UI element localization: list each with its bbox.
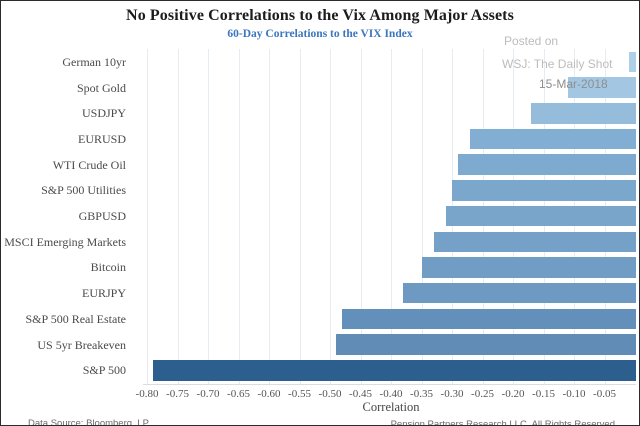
category-label: S&P 500 Utilities [41, 183, 126, 198]
gridline [421, 49, 423, 384]
x-axis-line [143, 384, 636, 385]
x-tick-label: -0.20 [501, 388, 525, 400]
gridline [269, 49, 270, 384]
gridline [208, 49, 209, 384]
chart-title: No Positive Correlations to the Vix Amon… [126, 7, 514, 24]
gridline [147, 49, 148, 384]
bar [452, 180, 636, 201]
bar [628, 51, 636, 73]
category-label: US 5yr Breakeven [37, 337, 126, 352]
category-label: MSCI Emerging Markets [4, 234, 126, 249]
x-tick-label: -0.75 [166, 388, 189, 400]
category-label: Bitcoin [90, 260, 126, 275]
x-tick-label: -0.65 [227, 388, 250, 400]
gridline [360, 49, 362, 384]
x-tick-label: -0.05 [593, 388, 616, 400]
category-label: EURJPY [81, 286, 126, 301]
bar [336, 334, 636, 355]
chart-subtitle: 60-Day Correlations to the VIX Index [227, 28, 413, 40]
gridline [177, 49, 179, 384]
bar [421, 257, 636, 278]
category-label: WTI Crude Oil [52, 157, 126, 172]
x-tick-label: -0.60 [257, 388, 281, 400]
x-tick-label: -0.55 [288, 388, 311, 400]
bar [470, 128, 636, 150]
bar [153, 360, 636, 381]
footer-source: Data Source: Bloomberg, LP [28, 418, 149, 426]
footer-copyright: Pension Partners Research LLC, All Right… [390, 419, 615, 426]
category-label: Spot Gold [76, 80, 126, 95]
x-tick-label: -0.15 [532, 388, 555, 400]
category-label: S&P 500 Real Estate [25, 311, 126, 326]
category-label: S&P 500 [82, 363, 126, 378]
gridline [330, 49, 331, 384]
x-tick-label: -0.30 [440, 388, 464, 400]
x-tick-label: -0.70 [196, 388, 220, 400]
bar [445, 205, 636, 227]
x-tick-label: -0.25 [471, 388, 494, 400]
category-label: USDJPY [81, 106, 126, 121]
category-label: GBPUSD [78, 209, 126, 223]
x-tick-label: -0.45 [349, 388, 372, 400]
bar [433, 231, 636, 252]
x-axis-label: Correlation [362, 400, 420, 414]
category-label: EURUSD [77, 131, 126, 146]
gridline [299, 49, 301, 384]
bar [342, 308, 636, 330]
x-tick-label: -0.40 [379, 388, 403, 400]
category-label: German 10yr [62, 54, 126, 69]
bar [403, 282, 636, 304]
gridline [391, 49, 392, 384]
bar [458, 154, 636, 175]
bar [567, 77, 636, 98]
x-tick-label: -0.50 [318, 388, 342, 400]
x-tick-label: -0.10 [562, 388, 586, 400]
bar [531, 103, 636, 124]
x-tick-label: -0.35 [410, 388, 433, 400]
gridline [238, 49, 240, 384]
x-tick-label: -0.80 [135, 388, 159, 400]
